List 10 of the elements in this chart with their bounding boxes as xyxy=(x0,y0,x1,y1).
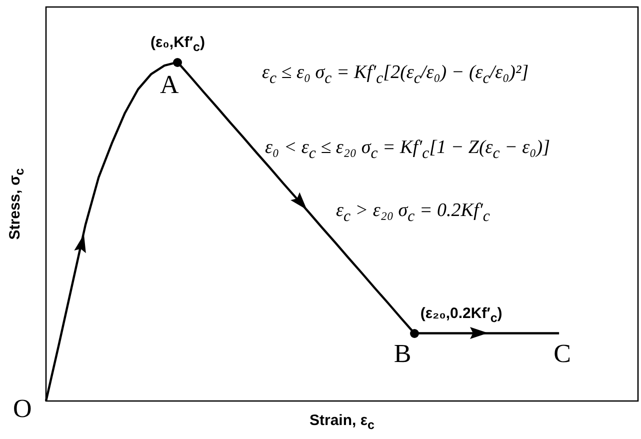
annotation: B xyxy=(394,339,412,370)
text: ε₀ < ε$_{c}$ ≤ ε₂₀ σ$_{c}$ = Kf′$_{c}$[1 − Z(ε$_{c}$ − ε₀)] xyxy=(265,137,550,162)
annotation: A xyxy=(160,70,179,100)
annotation: C xyxy=(554,339,571,370)
text: (ε₀,Kf′$_{c}$) xyxy=(150,34,205,54)
annotation: ε$_{c}$ > ε₂₀ σ$_{c}$ = 0.2Kf′$_{c}$ xyxy=(336,200,490,226)
x-axis-title: Strain, ε$_{c}$ xyxy=(310,412,374,432)
text: ε$_{c}$ ≤ ε₀ σ$_{c}$ = Kf′$_{c}$[2(ε$_{c}$/ε₀) − (ε$_{c}$/ε₀)²] xyxy=(262,62,529,87)
text: O xyxy=(13,394,32,424)
annotation: (ε₂₀,0.2Kf′$_{c}$) xyxy=(420,305,502,326)
